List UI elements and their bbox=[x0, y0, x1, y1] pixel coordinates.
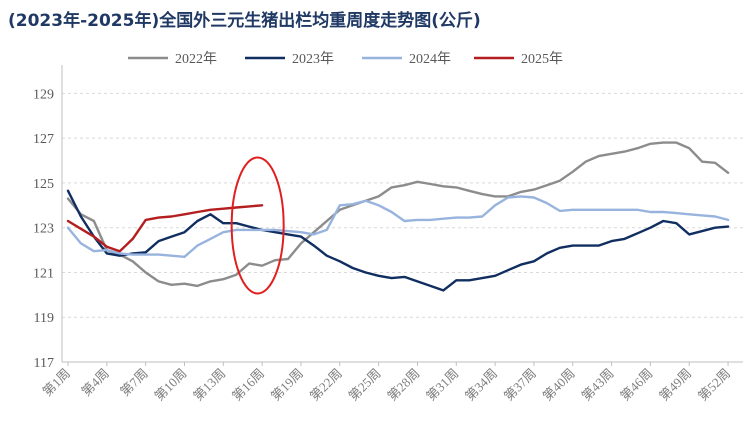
y-axis-ticks: 117 119 121 123 125 127 129 bbox=[33, 87, 54, 371]
x-tick-label: 第43周 bbox=[579, 366, 617, 404]
x-tick-label: 第49周 bbox=[656, 366, 694, 404]
legend-label: 2025年 bbox=[521, 51, 563, 67]
annotations bbox=[230, 156, 285, 295]
series-line-2024年 bbox=[66, 195, 730, 258]
legend: 2022年 2023年 2024年 2025年 bbox=[128, 51, 563, 67]
legend-label: 2023年 bbox=[292, 51, 334, 67]
axes bbox=[61, 65, 743, 366]
x-tick-label: 第31周 bbox=[423, 366, 461, 404]
x-tick-label: 第19周 bbox=[268, 366, 306, 404]
x-tick-label: 第34周 bbox=[462, 366, 500, 404]
y-tick-label: 127 bbox=[33, 132, 54, 147]
highlight-ellipse bbox=[230, 156, 285, 295]
series-lines bbox=[66, 141, 730, 292]
y-tick-label: 123 bbox=[33, 222, 54, 237]
y-tick-label: 119 bbox=[34, 311, 54, 326]
chart-title: (2023年-2025年)全国外三元生猪出栏均重周度走势图(公斤) bbox=[8, 11, 481, 31]
series-line-2022年 bbox=[66, 141, 730, 288]
x-tick-label: 第4周 bbox=[78, 366, 112, 400]
x-tick-label: 第25周 bbox=[346, 366, 384, 404]
x-tick-label: 第28周 bbox=[384, 366, 422, 404]
legend-label: 2022年 bbox=[175, 51, 217, 67]
x-tick-label: 第37周 bbox=[501, 366, 539, 404]
series-line-2023年 bbox=[66, 189, 730, 292]
y-tick-label: 117 bbox=[34, 356, 54, 371]
x-tick-label: 第52周 bbox=[695, 366, 733, 404]
x-tick-label: 第46周 bbox=[617, 366, 655, 404]
x-tick-label: 第13周 bbox=[190, 366, 228, 404]
x-tick-label: 第22周 bbox=[307, 366, 345, 404]
x-tick-label: 第7周 bbox=[117, 366, 151, 400]
x-tick-label: 第40周 bbox=[540, 366, 578, 404]
y-tick-label: 125 bbox=[33, 177, 54, 192]
x-axis-ticks: 第1周 第4周 第7周 第10周 第13周 第16周 第19周 第22周 第25周 第28周 第31… bbox=[40, 366, 734, 404]
y-tick-label: 121 bbox=[33, 266, 54, 281]
y-tick-label: 129 bbox=[33, 87, 54, 102]
series-line-2025年 bbox=[66, 204, 264, 253]
legend-label: 2024年 bbox=[409, 51, 451, 67]
x-tick-label: 第16周 bbox=[229, 366, 267, 404]
x-tick-label: 第10周 bbox=[151, 366, 189, 404]
